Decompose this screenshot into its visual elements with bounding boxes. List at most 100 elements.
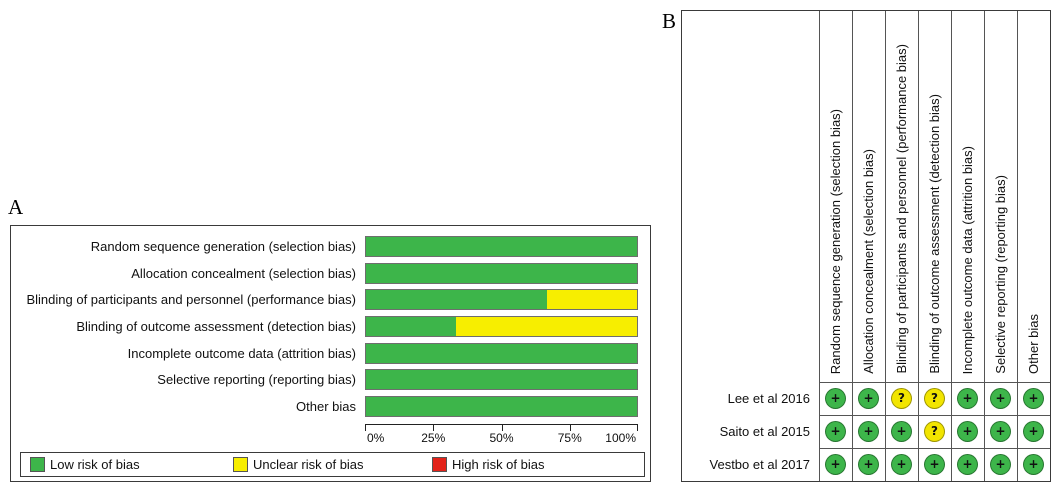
- legend: Low risk of bias Unclear risk of bias Hi…: [20, 452, 645, 477]
- stacked-bar: [365, 369, 638, 390]
- stacked-bar: [365, 289, 638, 310]
- low-risk-judgement-icon: +: [891, 421, 912, 442]
- low-risk-judgement-icon: +: [858, 388, 879, 409]
- judgement-symbol: +: [995, 391, 1006, 405]
- x-tick-label: 0%: [367, 431, 385, 445]
- domain-header: Blinding of participants and personnel (…: [894, 44, 909, 374]
- low-risk-judgement-icon: +: [825, 388, 846, 409]
- row-divider: [819, 448, 1050, 449]
- stacked-bar: [365, 343, 638, 364]
- unclear-risk-judgement-icon: ?: [891, 388, 912, 409]
- risk-of-bias-graph: Low risk of bias Unclear risk of bias Hi…: [10, 225, 651, 482]
- low-risk-judgement-icon: +: [825, 454, 846, 475]
- judgement-symbol: +: [995, 424, 1006, 438]
- stacked-bar: [365, 263, 638, 284]
- judgement-symbol: +: [863, 424, 874, 438]
- row-divider: [819, 415, 1050, 416]
- unclear-risk-judgement-icon: ?: [924, 388, 945, 409]
- low-risk-judgement-icon: +: [825, 421, 846, 442]
- legend-item-unclear-risk: Unclear risk of bias: [233, 453, 423, 476]
- x-tick-label: 25%: [421, 431, 446, 445]
- study-label: Vestbo et al 2017: [709, 457, 810, 472]
- bar-segment-low-risk-of-bias: [366, 264, 637, 283]
- unclear-risk-judgement-icon: ?: [924, 421, 945, 442]
- judgement-symbol: +: [995, 457, 1006, 471]
- legend-item-high-risk: High risk of bias: [432, 453, 622, 476]
- panel-a-label: A: [8, 195, 24, 219]
- x-tick-label: 50%: [489, 431, 514, 445]
- bar-segment-low-risk-of-bias: [366, 290, 547, 309]
- bar-segment-low-risk-of-bias: [366, 317, 457, 336]
- legend-label: High risk of bias: [452, 457, 545, 472]
- domain-column: Selective reporting (reporting bias): [984, 11, 1017, 481]
- legend-label: Unclear risk of bias: [253, 457, 364, 472]
- judgement-symbol: +: [929, 457, 940, 471]
- low-risk-judgement-icon: +: [957, 454, 978, 475]
- domain-label: Random sequence generation (selection bi…: [90, 239, 356, 254]
- stacked-bar: [365, 316, 638, 337]
- domain-column: Other bias: [1017, 11, 1050, 481]
- bar-segment-unclear-risk-of-bias: [546, 290, 637, 309]
- domain-column: Blinding of outcome assessment (detectio…: [918, 11, 951, 481]
- judgement-symbol: +: [863, 391, 874, 405]
- bar-segment-low-risk-of-bias: [366, 344, 637, 363]
- judgement-symbol: +: [1028, 457, 1039, 471]
- judgement-symbol: ?: [931, 391, 938, 405]
- domain-header: Random sequence generation (selection bi…: [828, 108, 843, 374]
- stacked-bar: [365, 396, 638, 417]
- judgement-symbol: +: [1028, 391, 1039, 405]
- domain-label: Selective reporting (reporting bias): [157, 372, 356, 387]
- legend-swatch-low-risk: [30, 457, 45, 472]
- judgement-symbol: +: [896, 457, 907, 471]
- bar-segment-low-risk-of-bias: [366, 370, 637, 389]
- low-risk-judgement-icon: +: [858, 454, 879, 475]
- x-tick-mark: [502, 424, 503, 431]
- domain-label: Blinding of participants and personnel (…: [26, 292, 356, 307]
- study-label: Lee et al 2016: [727, 391, 810, 406]
- domain-column: Incomplete outcome data (attrition bias): [951, 11, 984, 481]
- risk-of-bias-summary: Random sequence generation (selection bi…: [681, 10, 1051, 482]
- domain-header: Incomplete outcome data (attrition bias): [960, 145, 975, 374]
- domain-header: Blinding of outcome assessment (detectio…: [927, 94, 942, 374]
- judgement-symbol: +: [830, 424, 841, 438]
- low-risk-judgement-icon: +: [924, 454, 945, 475]
- stacked-bar: [365, 236, 638, 257]
- low-risk-judgement-icon: +: [891, 454, 912, 475]
- judgement-symbol: +: [830, 391, 841, 405]
- judgement-symbol: +: [962, 391, 973, 405]
- judgement-symbol: +: [896, 424, 907, 438]
- x-tick-label: 75%: [557, 431, 582, 445]
- domain-label: Blinding of outcome assessment (detectio…: [76, 319, 356, 334]
- domain-column: Blinding of participants and personnel (…: [885, 11, 918, 481]
- low-risk-judgement-icon: +: [858, 421, 879, 442]
- domain-label: Allocation concealment (selection bias): [131, 266, 356, 281]
- low-risk-judgement-icon: +: [1023, 388, 1044, 409]
- study-label: Saito et al 2015: [719, 424, 810, 439]
- x-tick-label: 100%: [605, 431, 636, 445]
- domain-header: Other bias: [1026, 314, 1041, 374]
- low-risk-judgement-icon: +: [990, 388, 1011, 409]
- low-risk-judgement-icon: +: [1023, 421, 1044, 442]
- x-tick-mark: [365, 424, 366, 431]
- bar-segment-unclear-risk-of-bias: [456, 317, 637, 336]
- x-axis-line: [365, 424, 638, 425]
- bar-segment-low-risk-of-bias: [366, 237, 637, 256]
- x-tick-mark: [637, 424, 638, 431]
- judgement-symbol: ?: [931, 424, 938, 438]
- low-risk-judgement-icon: +: [990, 454, 1011, 475]
- judgement-symbol: +: [863, 457, 874, 471]
- judgement-symbol: ?: [898, 391, 905, 405]
- domain-column: Allocation concealment (selection bias): [852, 11, 885, 481]
- low-risk-judgement-icon: +: [957, 388, 978, 409]
- judgement-symbol: +: [962, 424, 973, 438]
- domain-header: Selective reporting (reporting bias): [993, 175, 1008, 374]
- bar-segment-low-risk-of-bias: [366, 397, 637, 416]
- judgement-symbol: +: [962, 457, 973, 471]
- x-tick-mark: [570, 424, 571, 431]
- legend-label: Low risk of bias: [50, 457, 140, 472]
- judgement-symbol: +: [830, 457, 841, 471]
- x-tick-mark: [433, 424, 434, 431]
- low-risk-judgement-icon: +: [990, 421, 1011, 442]
- row-divider: [819, 382, 1050, 383]
- study-row: Vestbo et al 2017 + + + + + + +: [682, 448, 1050, 481]
